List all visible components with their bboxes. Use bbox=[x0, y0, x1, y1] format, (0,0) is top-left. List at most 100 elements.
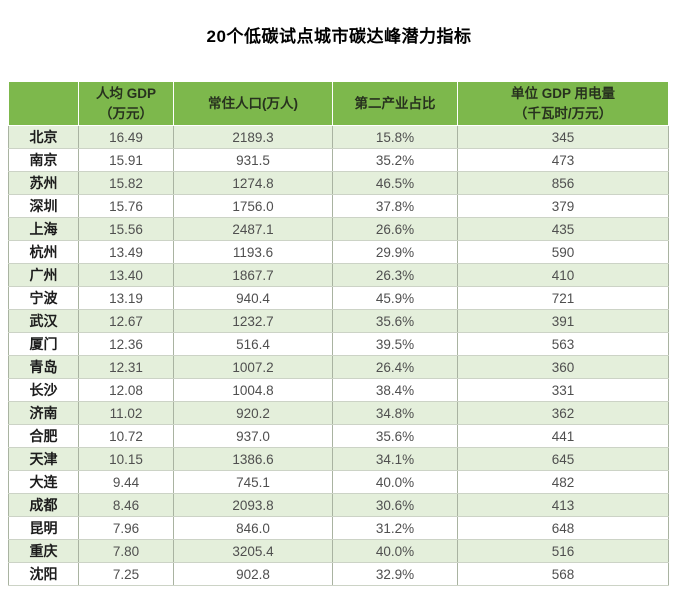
city-cell: 北京 bbox=[8, 125, 79, 149]
city-cell: 武汉 bbox=[8, 309, 79, 333]
population-cell: 2189.3 bbox=[173, 125, 333, 149]
gdp-per-capita-cell: 10.15 bbox=[78, 447, 174, 471]
electricity-cell: 645 bbox=[457, 447, 669, 471]
gdp-per-capita-cell: 15.82 bbox=[78, 171, 174, 195]
city-cell: 成都 bbox=[8, 493, 79, 517]
secondary-industry-cell: 29.9% bbox=[332, 240, 458, 264]
electricity-cell: 362 bbox=[457, 401, 669, 425]
column-header-secondary-industry: 第二产业占比 bbox=[332, 81, 458, 126]
gdp-per-capita-cell: 12.31 bbox=[78, 355, 174, 379]
city-cell: 天津 bbox=[8, 447, 79, 471]
gdp-per-capita-cell: 12.36 bbox=[78, 332, 174, 356]
population-cell: 2093.8 bbox=[173, 493, 333, 517]
gdp-per-capita-cell: 7.96 bbox=[78, 516, 174, 540]
gdp-per-capita-cell: 7.25 bbox=[78, 562, 174, 586]
secondary-industry-cell: 38.4% bbox=[332, 378, 458, 402]
gdp-per-capita-cell: 8.46 bbox=[78, 493, 174, 517]
city-cell: 上海 bbox=[8, 217, 79, 241]
population-cell: 1386.6 bbox=[173, 447, 333, 471]
electricity-cell: 482 bbox=[457, 470, 669, 494]
table-row: 深圳 15.76 1756.0 37.8% 379 bbox=[8, 194, 669, 218]
secondary-industry-cell: 26.3% bbox=[332, 263, 458, 287]
gdp-per-capita-cell: 7.80 bbox=[78, 539, 174, 563]
city-cell: 青岛 bbox=[8, 355, 79, 379]
secondary-industry-cell: 34.8% bbox=[332, 401, 458, 425]
electricity-cell: 441 bbox=[457, 424, 669, 448]
secondary-industry-cell: 45.9% bbox=[332, 286, 458, 310]
population-cell: 1274.8 bbox=[173, 171, 333, 195]
table-row: 南京 15.91 931.5 35.2% 473 bbox=[8, 148, 669, 172]
gdp-per-capita-cell: 13.49 bbox=[78, 240, 174, 264]
table-row: 长沙 12.08 1004.8 38.4% 331 bbox=[8, 378, 669, 402]
electricity-cell: 721 bbox=[457, 286, 669, 310]
population-cell: 940.4 bbox=[173, 286, 333, 310]
secondary-industry-cell: 26.4% bbox=[332, 355, 458, 379]
population-cell: 920.2 bbox=[173, 401, 333, 425]
electricity-cell: 568 bbox=[457, 562, 669, 586]
electricity-cell: 379 bbox=[457, 194, 669, 218]
gdp-per-capita-cell: 15.91 bbox=[78, 148, 174, 172]
electricity-cell: 856 bbox=[457, 171, 669, 195]
population-cell: 1007.2 bbox=[173, 355, 333, 379]
secondary-industry-cell: 35.2% bbox=[332, 148, 458, 172]
population-cell: 846.0 bbox=[173, 516, 333, 540]
city-cell: 合肥 bbox=[8, 424, 79, 448]
population-cell: 931.5 bbox=[173, 148, 333, 172]
table-row: 济南 11.02 920.2 34.8% 362 bbox=[8, 401, 669, 425]
column-header-line2: （万元） bbox=[99, 105, 153, 121]
secondary-industry-cell: 26.6% bbox=[332, 217, 458, 241]
population-cell: 1193.6 bbox=[173, 240, 333, 264]
electricity-cell: 391 bbox=[457, 309, 669, 333]
city-cell: 济南 bbox=[8, 401, 79, 425]
column-header-line1: 人均 GDP bbox=[95, 85, 156, 101]
gdp-per-capita-cell: 15.76 bbox=[78, 194, 174, 218]
secondary-industry-cell: 35.6% bbox=[332, 424, 458, 448]
electricity-cell: 563 bbox=[457, 332, 669, 356]
table-row: 杭州 13.49 1193.6 29.9% 590 bbox=[8, 240, 669, 264]
population-cell: 937.0 bbox=[173, 424, 333, 448]
population-cell: 2487.1 bbox=[173, 217, 333, 241]
secondary-industry-cell: 32.9% bbox=[332, 562, 458, 586]
gdp-per-capita-cell: 16.49 bbox=[78, 125, 174, 149]
secondary-industry-cell: 15.8% bbox=[332, 125, 458, 149]
table-row: 北京 16.49 2189.3 15.8% 345 bbox=[8, 125, 669, 149]
table-header: 人均 GDP （万元） 常住人口(万人) 第二产业占比 单位 GDP 用电量 （… bbox=[8, 81, 669, 126]
gdp-per-capita-cell: 12.67 bbox=[78, 309, 174, 333]
city-cell: 沈阳 bbox=[8, 562, 79, 586]
city-cell: 重庆 bbox=[8, 539, 79, 563]
table-row: 重庆 7.80 3205.4 40.0% 516 bbox=[8, 539, 669, 563]
electricity-cell: 331 bbox=[457, 378, 669, 402]
table-row: 沈阳 7.25 902.8 32.9% 568 bbox=[8, 562, 669, 586]
secondary-industry-cell: 40.0% bbox=[332, 539, 458, 563]
electricity-cell: 473 bbox=[457, 148, 669, 172]
population-cell: 745.1 bbox=[173, 470, 333, 494]
carbon-peak-indicator-table: 人均 GDP （万元） 常住人口(万人) 第二产业占比 单位 GDP 用电量 （… bbox=[8, 81, 669, 586]
city-cell: 宁波 bbox=[8, 286, 79, 310]
column-header-electricity: 单位 GDP 用电量 （千瓦时/万元） bbox=[457, 81, 669, 126]
column-header-line2: （千瓦时/万元） bbox=[513, 105, 613, 121]
gdp-per-capita-cell: 13.19 bbox=[78, 286, 174, 310]
city-cell: 昆明 bbox=[8, 516, 79, 540]
table-row: 大连 9.44 745.1 40.0% 482 bbox=[8, 470, 669, 494]
city-cell: 深圳 bbox=[8, 194, 79, 218]
column-header-line1: 单位 GDP 用电量 bbox=[510, 85, 615, 101]
gdp-per-capita-cell: 9.44 bbox=[78, 470, 174, 494]
secondary-industry-cell: 35.6% bbox=[332, 309, 458, 333]
city-cell: 南京 bbox=[8, 148, 79, 172]
electricity-cell: 516 bbox=[457, 539, 669, 563]
table-row: 上海 15.56 2487.1 26.6% 435 bbox=[8, 217, 669, 241]
gdp-per-capita-cell: 13.40 bbox=[78, 263, 174, 287]
table-row: 宁波 13.19 940.4 45.9% 721 bbox=[8, 286, 669, 310]
secondary-industry-cell: 31.2% bbox=[332, 516, 458, 540]
population-cell: 1756.0 bbox=[173, 194, 333, 218]
population-cell: 516.4 bbox=[173, 332, 333, 356]
secondary-industry-cell: 34.1% bbox=[332, 447, 458, 471]
electricity-cell: 590 bbox=[457, 240, 669, 264]
table-body: 北京 16.49 2189.3 15.8% 345 南京 15.91 931.5… bbox=[8, 125, 669, 586]
secondary-industry-cell: 39.5% bbox=[332, 332, 458, 356]
table-row: 苏州 15.82 1274.8 46.5% 856 bbox=[8, 171, 669, 195]
gdp-per-capita-cell: 12.08 bbox=[78, 378, 174, 402]
table-row: 成都 8.46 2093.8 30.6% 413 bbox=[8, 493, 669, 517]
secondary-industry-cell: 30.6% bbox=[332, 493, 458, 517]
column-header-line1: 常住人口(万人) bbox=[208, 95, 298, 111]
